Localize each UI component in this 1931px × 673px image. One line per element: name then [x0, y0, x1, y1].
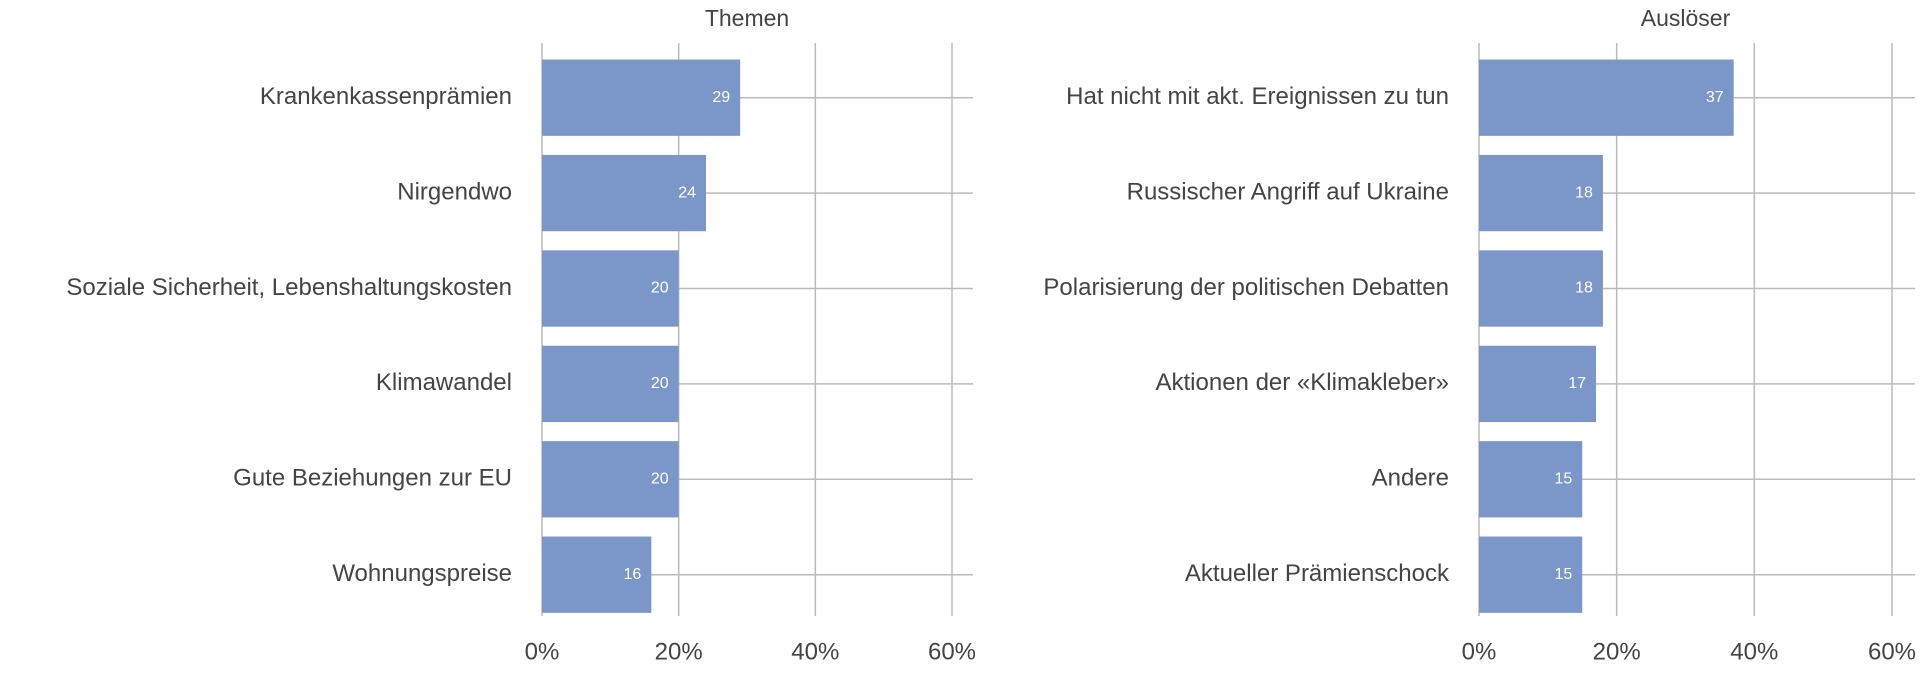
y-tick-label: Andere [1372, 465, 1449, 492]
x-tick-label: 40% [1730, 638, 1778, 665]
value-label: 20 [651, 375, 669, 392]
x-tick-label: 60% [928, 638, 976, 665]
bar [1479, 59, 1734, 136]
y-tick-label: Polarisierung der politischen Debatten [1043, 274, 1449, 301]
value-label: 17 [1568, 375, 1586, 392]
bar [1479, 345, 1597, 423]
value-label: 37 [1706, 89, 1724, 106]
x-tick-label: 60% [1868, 638, 1916, 665]
y-tick-label: Soziale Sicherheit, Lebenshaltungskosten [66, 274, 512, 301]
value-label: 18 [1575, 184, 1593, 201]
bar [1479, 536, 1583, 613]
y-tick-label: Klimawandel [376, 369, 512, 396]
y-tick-label: Krankenkassenprämien [260, 83, 512, 110]
chart-title: Auslöser [1641, 5, 1731, 31]
value-label: 16 [624, 566, 642, 583]
y-tick-label: Aktionen der «Klimakleber» [1156, 369, 1450, 396]
x-tick-label: 20% [1593, 638, 1641, 665]
value-label: 24 [678, 184, 696, 201]
y-tick-label: Hat nicht mit akt. Ereignissen zu tun [1066, 83, 1449, 110]
y-tick-label: Wohnungspreise [332, 560, 512, 587]
bar [542, 441, 679, 518]
bar [1479, 154, 1603, 232]
y-tick-label: Gute Beziehungen zur EU [233, 465, 512, 492]
bar [542, 154, 706, 232]
y-tick-label: Nirgendwo [397, 178, 512, 205]
value-label: 15 [1554, 566, 1572, 583]
chart-title: Themen [705, 5, 789, 31]
value-label: 20 [651, 280, 669, 297]
bar [542, 536, 652, 613]
value-label: 18 [1575, 280, 1593, 297]
bar [542, 59, 741, 136]
value-label: 29 [712, 89, 730, 106]
x-tick-label: 0% [1462, 638, 1497, 665]
x-tick-label: 0% [525, 638, 560, 665]
x-tick-label: 20% [655, 638, 703, 665]
value-label: 15 [1554, 471, 1572, 488]
bar [1479, 441, 1583, 518]
bar [542, 250, 679, 327]
bar [1479, 250, 1603, 327]
bar [542, 345, 679, 423]
y-tick-label: Aktueller Prämienschock [1185, 560, 1450, 587]
value-label: 20 [651, 471, 669, 488]
y-tick-label: Russischer Angriff auf Ukraine [1127, 178, 1449, 205]
x-tick-label: 40% [791, 638, 839, 665]
